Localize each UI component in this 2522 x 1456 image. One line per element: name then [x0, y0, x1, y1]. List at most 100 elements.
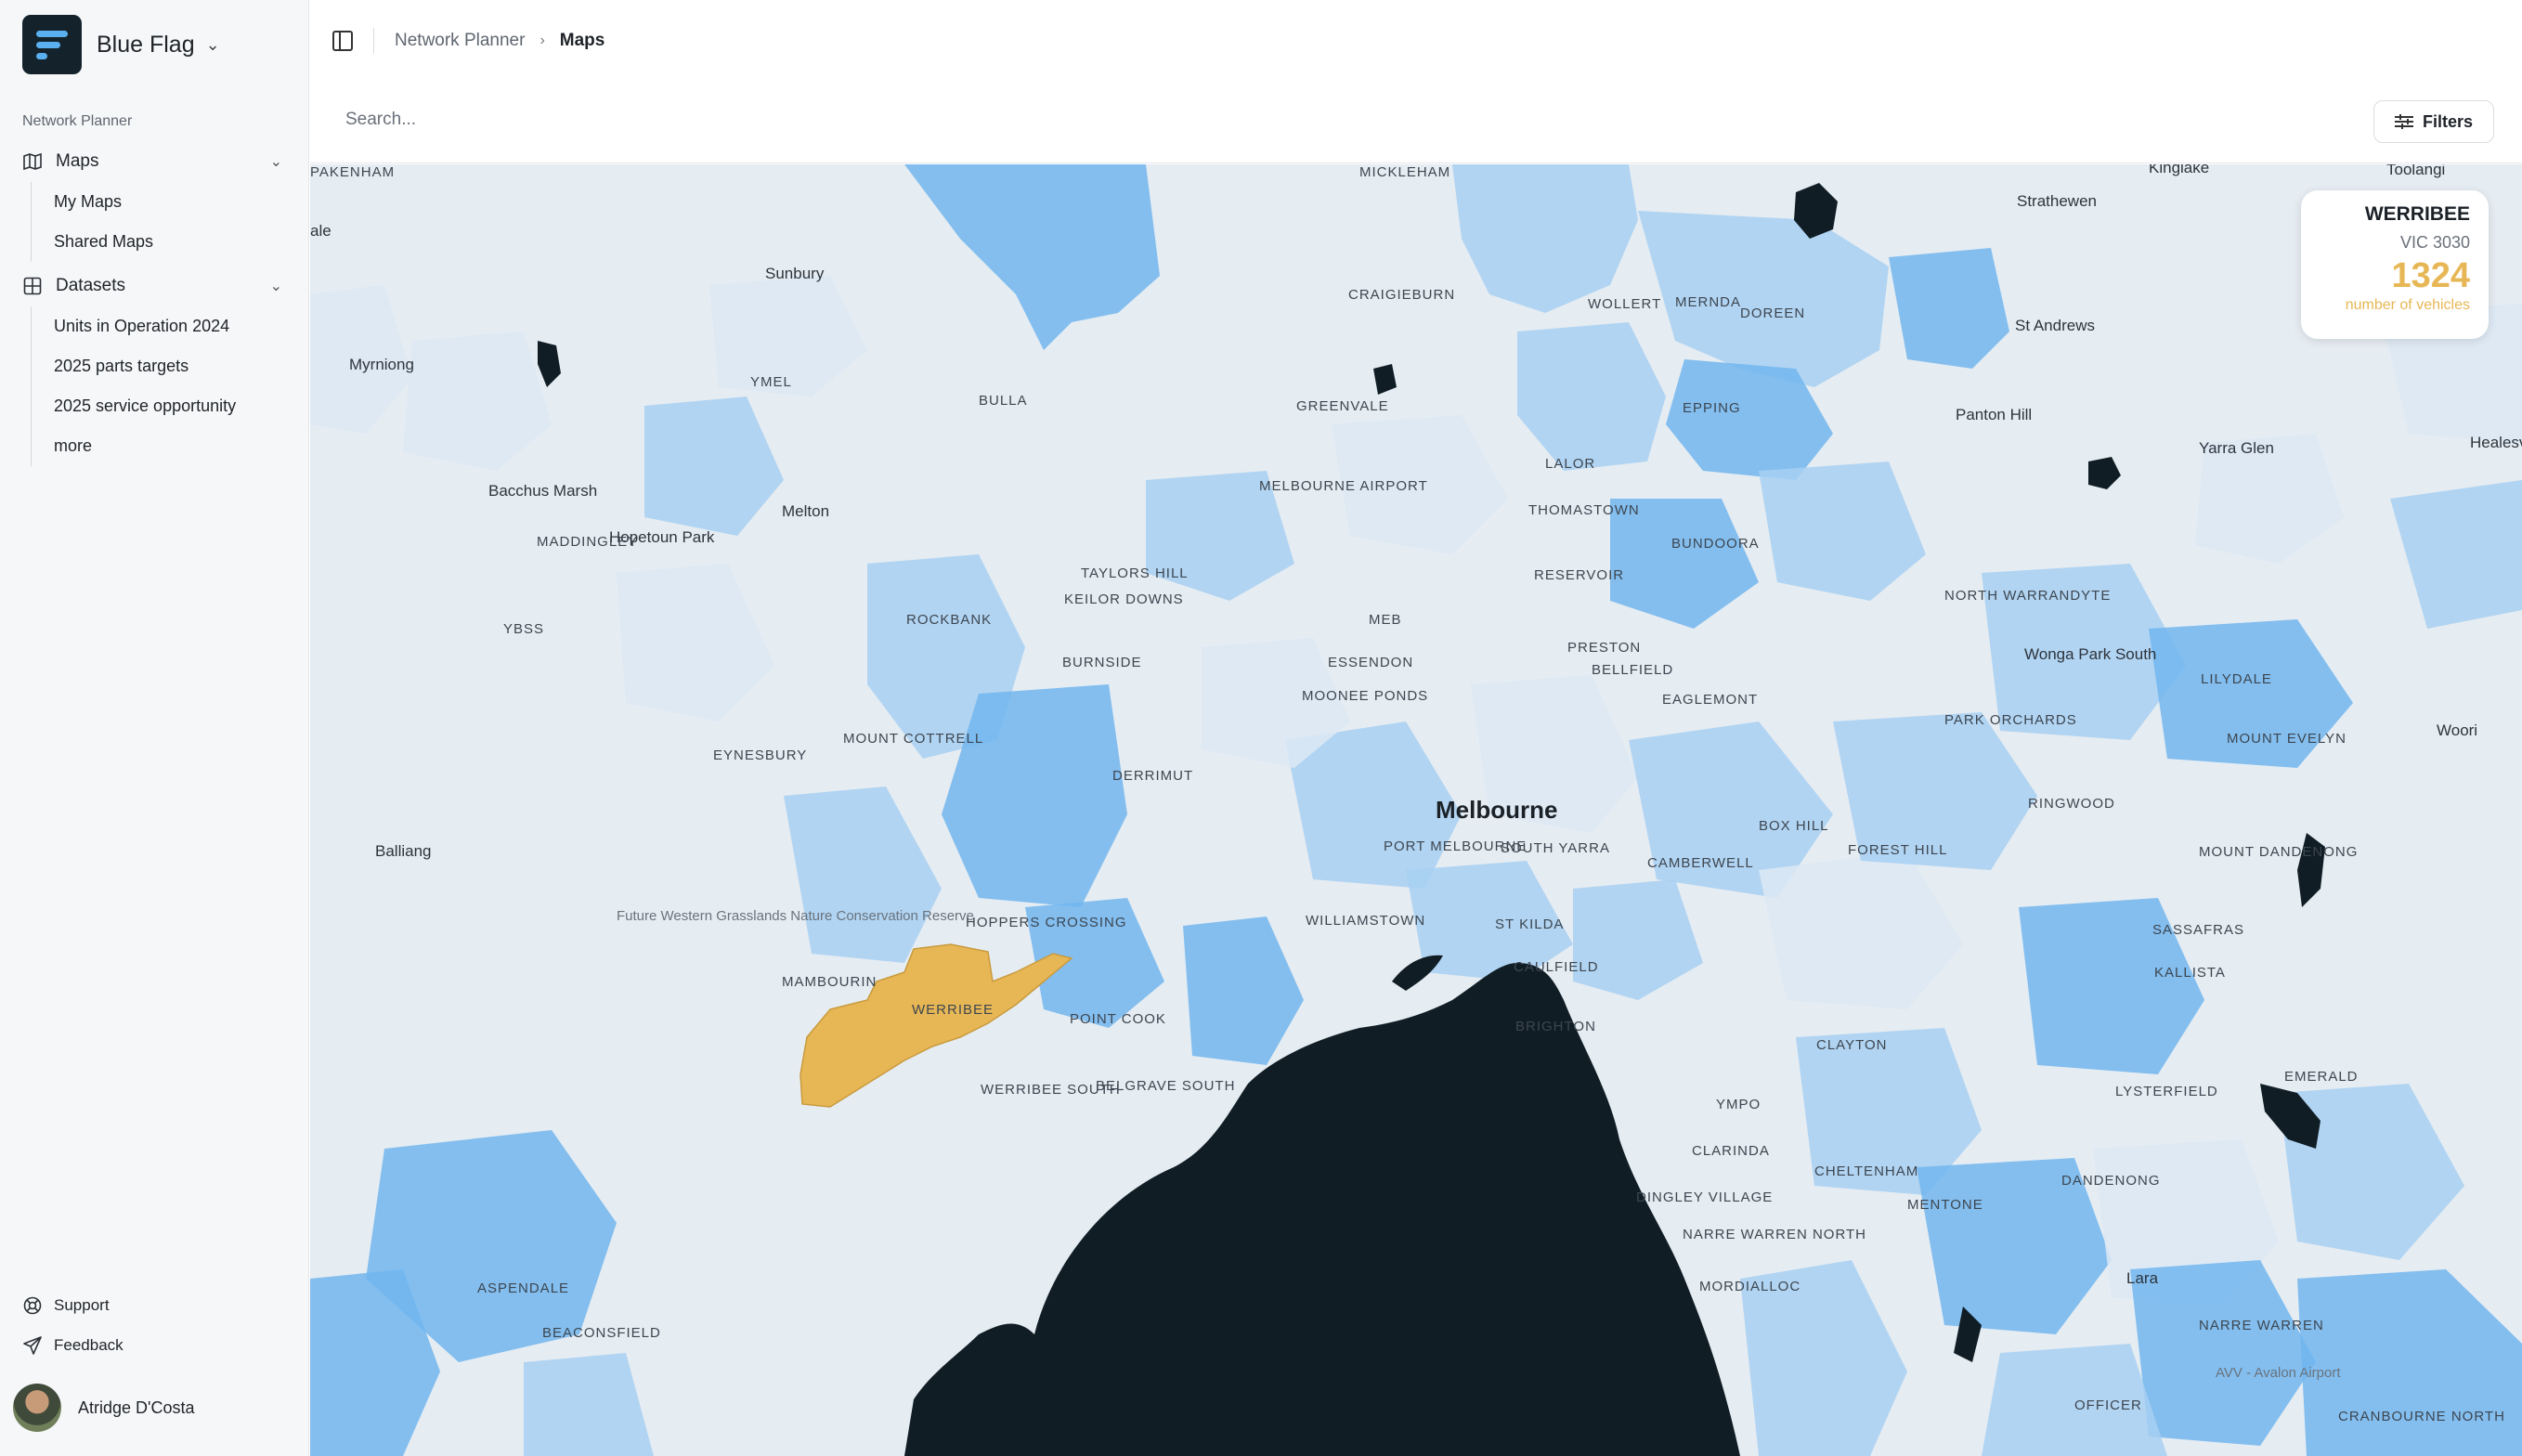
postcode-region[interactable]	[1666, 359, 1833, 480]
postcode-region[interactable]	[1638, 211, 1889, 387]
postcode-region[interactable]	[1759, 852, 1963, 1009]
sidebar-item-service-opportunity[interactable]: 2025 service opportunity	[54, 396, 237, 415]
sidebar-item-maps[interactable]: Maps ⌄	[22, 147, 282, 176]
sidebar-item-units-in-operation[interactable]: Units in Operation 2024	[54, 317, 230, 335]
map-label: NARRE WARREN NORTH	[1683, 1227, 1867, 1242]
map-label: BEACONSFIELD	[542, 1325, 661, 1341]
map-label: YMEL	[750, 374, 792, 390]
sidebar-item-shared-maps[interactable]: Shared Maps	[54, 232, 154, 251]
postcode-region[interactable]	[1629, 722, 1833, 898]
postcode-region[interactable]	[904, 164, 1160, 350]
postcode-region[interactable]	[1833, 712, 2037, 870]
postcode-region[interactable]	[1146, 471, 1294, 601]
chevron-down-icon: ⌄	[205, 34, 220, 54]
postcode-region[interactable]	[1183, 916, 1304, 1065]
postcode-region[interactable]	[1517, 322, 1666, 471]
postcode-region[interactable]	[1452, 164, 1638, 313]
map-label: MENTONE	[1907, 1197, 1983, 1213]
map-label: MOUNT DANDENONG	[2199, 844, 2359, 860]
postcode-region[interactable]	[942, 684, 1127, 907]
postcode-region[interactable]	[2130, 1260, 2316, 1446]
sidebar-item-more[interactable]: more	[54, 436, 93, 455]
postcode-region[interactable]	[2019, 898, 2204, 1074]
postcode-region[interactable]	[1889, 248, 2009, 369]
chevron-down-icon[interactable]: ⌄	[269, 154, 282, 170]
chevron-down-icon[interactable]: ⌄	[269, 279, 282, 294]
postcode-region[interactable]	[1982, 564, 2186, 740]
postcode-region[interactable]	[2390, 480, 2522, 629]
postcode-region[interactable]	[2297, 1269, 2522, 1456]
postcode-region[interactable]	[2279, 1084, 2464, 1260]
map-label: WILLIAMSTOWN	[1306, 913, 1426, 929]
user-profile[interactable]: Atridge D'Costa	[13, 1384, 195, 1432]
postcode-region[interactable]	[1406, 861, 1573, 982]
sidebar-item-my-maps[interactable]: My Maps	[54, 192, 123, 211]
brand-logo-icon	[22, 15, 82, 74]
map-label: PARK ORCHARDS	[1944, 712, 2077, 728]
breadcrumb-network-planner[interactable]: Network Planner	[395, 31, 526, 50]
postcode-region[interactable]	[1982, 1344, 2167, 1456]
sidebar-item-parts-targets[interactable]: 2025 parts targets	[54, 357, 189, 375]
map-label: CLARINDA	[1692, 1143, 1770, 1159]
postcode-region[interactable]	[1573, 879, 1703, 1000]
grid-icon	[22, 276, 43, 296]
map-label: Panton Hill	[1956, 406, 2033, 423]
postcode-region[interactable]	[524, 1353, 654, 1456]
support-link[interactable]: Support	[22, 1295, 110, 1316]
workspace-switcher[interactable]: Blue Flag ⌄	[22, 15, 220, 74]
postcode-region[interactable]	[1285, 722, 1462, 889]
region-name: WERRIBEE	[2364, 203, 2470, 225]
postcode-region[interactable]	[784, 786, 942, 963]
support-icon	[22, 1295, 43, 1316]
postcode-region[interactable]	[1471, 675, 1638, 833]
sidebar-item-datasets[interactable]: Datasets ⌄	[22, 271, 282, 301]
feedback-link[interactable]: Feedback	[22, 1335, 124, 1356]
map-label: Melton	[782, 502, 830, 520]
map-label: RINGWOOD	[2028, 796, 2115, 812]
map-label: MAMBOURIN	[782, 974, 878, 990]
map-label: MADDINGLEY	[537, 534, 639, 550]
postcode-region[interactable]	[1332, 415, 1508, 554]
map-label: TAYLORS HILL	[1081, 566, 1189, 581]
map-label: Myrniong	[349, 356, 414, 373]
postcode-region[interactable]	[366, 1130, 617, 1362]
map-label: PRESTON	[1567, 640, 1642, 656]
map-label: BOX HILL	[1759, 818, 1829, 834]
postcode-region[interactable]	[1610, 499, 1759, 629]
postcode-region[interactable]	[1025, 898, 1164, 1028]
map-label: ale	[310, 222, 332, 240]
postcode-region[interactable]	[1796, 1028, 1982, 1195]
map-label: Bacchus Marsh	[488, 482, 598, 500]
map-label: Kinglake	[2149, 164, 2210, 176]
map-label: LYSTERFIELD	[2115, 1084, 2218, 1099]
postcode-region[interactable]	[1740, 1260, 1907, 1456]
postcode-region[interactable]	[644, 396, 784, 536]
choropleth-map[interactable]: MICKLEHAM Kinglake Toolangi Strathewen ale Su…	[310, 164, 2522, 1456]
maps-subnav: My Maps Shared Maps	[31, 182, 281, 262]
sidebar-toggle-icon[interactable]	[332, 31, 353, 51]
divider	[373, 28, 374, 54]
map-label: LALOR	[1545, 456, 1596, 472]
postcode-region[interactable]	[1202, 638, 1350, 768]
postcode-region[interactable]	[2195, 434, 2344, 564]
send-icon	[22, 1335, 43, 1356]
corio-bay	[904, 1323, 1034, 1456]
yarra-river-mouth	[1392, 955, 1443, 991]
postcode-region[interactable]	[1917, 1158, 2112, 1334]
map-label: BRIGHTON	[1515, 1019, 1596, 1034]
postcode-region[interactable]	[403, 332, 552, 471]
map-canvas[interactable]	[310, 164, 2522, 1456]
postcode-region[interactable]	[2149, 619, 2353, 768]
postcode-region[interactable]	[709, 276, 867, 396]
postcode-region[interactable]	[310, 1269, 440, 1456]
filters-button[interactable]: Filters	[2372, 100, 2494, 143]
map-label: HOPPERS CROSSING	[966, 915, 1127, 930]
postcode-region[interactable]	[1759, 462, 1926, 601]
map-label: KALLISTA	[2154, 965, 2226, 981]
search-input[interactable]	[345, 110, 1738, 130]
postcode-region[interactable]	[310, 285, 412, 434]
postcode-region[interactable]	[617, 564, 774, 722]
map-label: WERRIBEE SOUTH	[981, 1082, 1121, 1098]
map-label: CHELTENHAM	[1814, 1164, 1919, 1179]
map-label: POINT COOK	[1070, 1011, 1166, 1027]
